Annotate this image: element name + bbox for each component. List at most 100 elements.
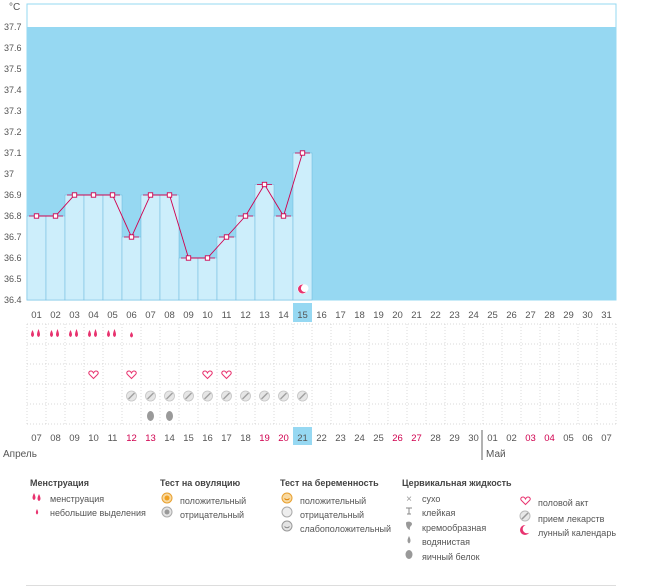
pill-icon-line [280,392,287,400]
drops-icon [88,329,97,337]
drops-icon [31,329,40,337]
unit-label: °C [9,2,20,13]
date-label: 06 [582,433,593,444]
heart-icon [202,370,213,380]
date-label: 25 [373,433,384,444]
positive-circle-icon [160,492,174,509]
temperature-chart: °C 37.7 37.6 37.5 37.4 37.3 37.2 37.1 37 36.9 36.8… [3,2,617,460]
x-tick-label: 30 [582,310,593,321]
data-point [128,234,135,240]
legend-label: сухо [422,494,441,504]
bar [159,194,180,301]
legend-title-menstruation: Менструация [30,478,89,488]
legend-title-cervical: Цервикальная жидкость [402,478,512,488]
drops-icon [69,329,78,337]
legend-label: положительный [180,496,247,506]
legend-label: лунный календарь [538,528,617,538]
legend-item: слабоположительный [280,520,391,534]
pill-icon-line [147,392,154,400]
data-point [109,192,116,198]
pill-icon-line [128,392,135,400]
x-tick-label: 23 [449,310,460,321]
date-label: 05 [563,433,574,444]
x-tick-label: 17 [335,310,346,321]
date-label: 18 [240,433,251,444]
legend-item: положительный [160,492,246,506]
date-label: 11 [108,433,118,444]
legend-item: лунный календарь [518,524,616,538]
legend-label: положительный [300,496,367,506]
x-tick-label: 27 [525,310,536,321]
bar [83,194,104,301]
date-label: 20 [278,433,289,444]
pill-icon [518,510,532,527]
data-point [204,255,211,261]
date-label: 30 [468,433,479,444]
y-tick-label: 36.9 [4,190,22,200]
month-label: Май [486,449,506,460]
x-tick-label: 06 [126,310,137,321]
bar [26,215,47,301]
date-label: 13 [145,433,156,444]
legend-other: половой акт прием лекарств лунный календ… [518,496,616,538]
heart-icon [518,496,532,511]
legend-label: прием лекарств [538,514,605,524]
pill-icon-line [185,392,192,400]
negative-circle-icon [160,506,174,523]
y-tick-label: 37 [4,169,14,179]
x-tick-label: 26 [506,310,517,321]
drops-icon [107,329,116,337]
x-tick-label: 18 [354,310,365,321]
x-tick-label: 25 [487,310,498,321]
bar [64,194,85,301]
date-label: 01 [487,433,498,444]
legend-item: половой акт [518,496,616,510]
legend-menstruation: Менструация менструация небольшие выделе… [30,478,146,520]
x-tick-label: 07 [145,310,156,321]
egg-white-icon [147,411,154,421]
data-point [299,150,306,156]
y-tick-label: 36.6 [4,253,22,263]
small-drop-icon [130,332,133,338]
data-point [90,192,97,198]
y-tick-label: 36.4 [4,295,22,305]
data-point [71,192,78,198]
y-tick-label: 36.7 [4,232,22,242]
x-tick-label: 24 [468,310,479,321]
highlight-date-cell [293,427,312,445]
legend-item: менструация [30,492,146,506]
x-tick-label: 03 [69,310,80,321]
pill-icon-line [204,392,211,400]
x-tick-label: 22 [430,310,441,321]
creamy-icon [402,520,416,536]
date-label: 29 [449,433,460,444]
x-tick-label: 08 [164,310,175,321]
drops-icon [50,329,59,337]
water-drop-icon [402,534,416,550]
x-tick-label: 16 [316,310,327,321]
x-tick-label: 20 [392,310,403,321]
legend-cervical: Цервикальная жидкость × сухо клейкая крем… [402,478,512,562]
drops-icon [30,492,44,507]
bar [216,236,237,301]
x-tick-label: 10 [202,310,213,321]
date-label: 19 [259,433,270,444]
date-label: 09 [69,433,80,444]
bar [178,257,199,301]
legend: Менструация менструация небольшие выделе… [0,478,655,578]
data-point [52,213,59,219]
date-label: 23 [335,433,346,444]
x-tick-label: 28 [544,310,555,321]
y-tick-label: 37.6 [4,43,22,53]
x-tick-label: 04 [88,310,99,321]
legend-item: клейкая [402,506,512,520]
x-tick-label: 15 [297,310,308,321]
data-point [147,192,154,198]
small-drop-icon [30,506,44,521]
legend-item: положительный [280,492,391,506]
pill-icon-line [242,392,249,400]
x-tick-label: 14 [278,310,289,321]
legend-title-pregnancy: Тест на беременность [280,478,379,488]
date-label: 27 [411,433,422,444]
